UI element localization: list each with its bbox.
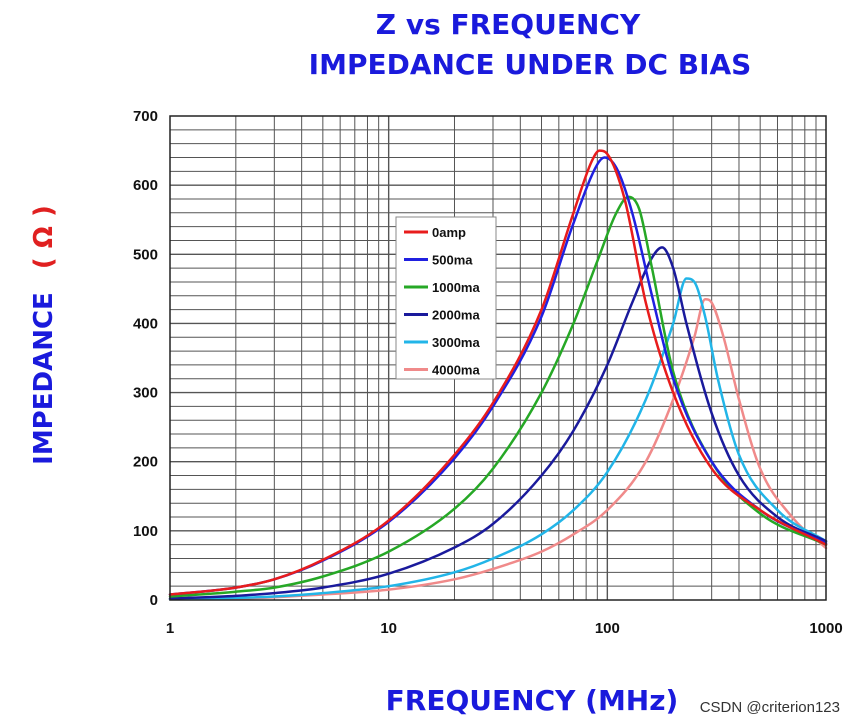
- series-group: [168, 149, 828, 601]
- y-axis-label: IMPEDANCE ( Ω ): [29, 205, 59, 465]
- series-line-0amp: [168, 149, 828, 596]
- x-tick-label: 10: [380, 620, 397, 637]
- plot-frame: [169, 115, 827, 601]
- y-tick-labels: 0 100 200 300 400 500 600 700: [133, 108, 158, 609]
- y-tick-label: 700: [133, 108, 158, 125]
- x-tick-labels: 1 10 100 1000: [166, 620, 843, 637]
- x-axis-label: FREQUENCY (MHz): [386, 684, 679, 717]
- series-line-4000ma: [168, 297, 828, 601]
- plot-area: [170, 116, 826, 600]
- y-tick-label: 300: [133, 385, 158, 402]
- legend-label: 2000ma: [432, 308, 480, 323]
- chart-title-line2: IMPEDANCE UNDER DC BIAS: [309, 48, 752, 81]
- y-tick-label: 100: [133, 523, 158, 540]
- legend-label: 3000ma: [432, 335, 480, 350]
- x-tick-label: 1000: [809, 620, 842, 637]
- legend-label: 4000ma: [432, 363, 480, 378]
- y-axis-label-text: IMPEDANCE: [29, 292, 59, 465]
- y-tick-label: 400: [133, 315, 158, 332]
- legend-label: 1000ma: [432, 280, 480, 295]
- x-tick-label: 1: [166, 620, 174, 637]
- watermark: CSDN @criterion123: [700, 699, 840, 716]
- chart-title-line1: Z vs FREQUENCY: [376, 8, 641, 41]
- series-line-2000ma: [168, 246, 828, 600]
- x-tick-label: 100: [595, 620, 620, 637]
- y-tick-label: 200: [133, 454, 158, 471]
- legend-label: 0amp: [432, 225, 466, 240]
- y-tick-label: 600: [133, 177, 158, 194]
- y-tick-label: 0: [150, 592, 158, 609]
- legend-label: 500ma: [432, 253, 473, 268]
- y-tick-label: 500: [133, 246, 158, 263]
- series-line-3000ma: [168, 277, 828, 601]
- legend: 0amp 500ma 1000ma 2000ma 3000ma 4000ma: [395, 216, 497, 380]
- y-axis-label-unit: ( Ω ): [29, 205, 59, 269]
- legend-box: [395, 216, 497, 380]
